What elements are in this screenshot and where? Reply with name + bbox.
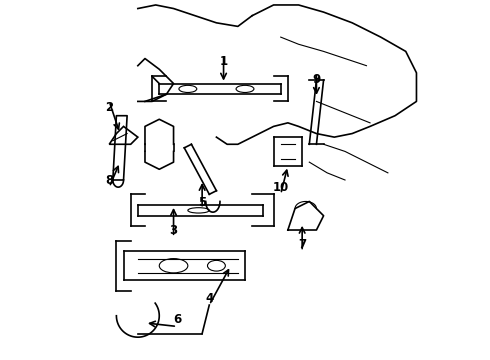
Text: 5: 5 bbox=[198, 195, 206, 208]
Text: 2: 2 bbox=[105, 102, 113, 114]
Ellipse shape bbox=[236, 85, 254, 93]
Text: 3: 3 bbox=[170, 224, 177, 237]
Text: 7: 7 bbox=[298, 238, 306, 251]
Ellipse shape bbox=[179, 85, 197, 93]
Text: 6: 6 bbox=[173, 314, 181, 327]
Text: 1: 1 bbox=[220, 55, 228, 68]
Ellipse shape bbox=[207, 260, 225, 271]
Ellipse shape bbox=[188, 208, 209, 213]
Text: 9: 9 bbox=[312, 73, 320, 86]
Text: 4: 4 bbox=[205, 292, 214, 305]
Ellipse shape bbox=[159, 258, 188, 273]
Text: 8: 8 bbox=[105, 174, 113, 187]
Text: 10: 10 bbox=[272, 181, 289, 194]
Polygon shape bbox=[109, 126, 138, 144]
